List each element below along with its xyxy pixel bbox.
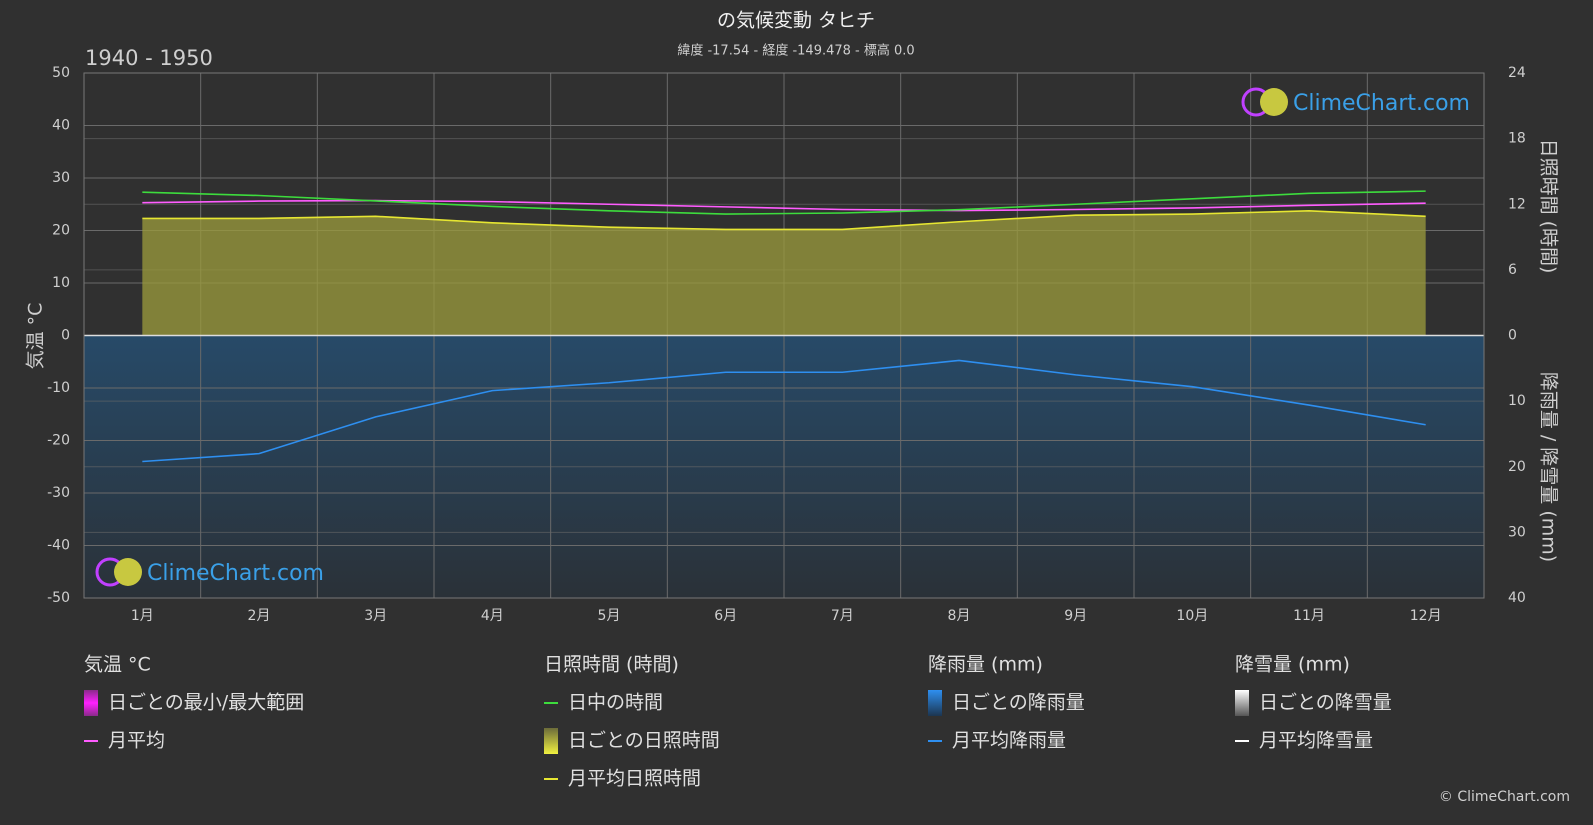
legend-label: 日ごとの降雪量 [1259,692,1392,714]
legend-swatch [928,690,942,716]
copyright: © ClimeChart.com [1439,789,1570,805]
y3-axis-label: 降雨量 / 降雪量 (mm) [1538,372,1560,562]
y-tick-label: -40 [47,538,70,554]
x-tick-label: 1月 [131,608,154,624]
y2-tick-label: 0 [1508,328,1517,344]
y3-tick-label: 20 [1508,459,1526,475]
series-line [142,210,1426,231]
y-axis-label: 気温 °C [25,303,47,370]
watermark-text: ClimeChart.com [1293,91,1470,116]
y-tick-label: 10 [52,275,70,291]
watermark: ClimeChart.com ClimeChart.com [95,87,1470,587]
legend-label: 日中の時間 [568,692,663,714]
legend-label: 月平均日照時間 [568,768,701,790]
y-tick-label: 50 [52,65,70,81]
y-tick-label: 30 [52,170,70,186]
legend-swatch [84,690,98,716]
x-tick-label: 6月 [714,608,737,624]
x-tick-label: 4月 [481,608,504,624]
y-tick-label: -50 [47,590,70,606]
x-tick-label: 11月 [1293,608,1325,624]
logo-sun [1260,88,1288,116]
y-tick-label: 20 [52,223,70,239]
legend: 気温 °C 日ごとの最小/最大範囲 月平均 日照時間 (時間) 日中の時間 日ご… [84,654,1392,790]
x-tick-label: 5月 [598,608,621,624]
x-tick-label: 3月 [364,608,387,624]
series-line [142,359,1426,463]
x-tick-label: 9月 [1064,608,1087,624]
legend-label: 月平均降雨量 [952,730,1066,752]
y-tick-label: 0 [61,328,70,344]
plot-frame [83,72,1485,599]
y-tick-label: 40 [52,118,70,134]
y3-tick-label: 30 [1508,524,1526,540]
x-tick-label: 12月 [1410,608,1442,624]
y2-tick-label: 24 [1508,65,1526,81]
legend-title: 日照時間 (時間) [544,654,679,676]
legend-swatch [544,728,558,754]
legend-label: 日ごとの最小/最大範囲 [108,692,304,714]
chart-subtitle: 緯度 -17.54 - 経度 -149.478 - 標高 0.0 [677,43,914,59]
x-tick-label: 10月 [1176,608,1208,624]
period: 1940 - 1950 [85,46,213,70]
legend-title: 降雨量 (mm) [928,654,1043,676]
x-tick-label: 8月 [948,608,971,624]
logo-sun [114,558,142,586]
x-tick-label: 2月 [248,608,271,624]
plot: 1月 2月 3月 4月 5月 6月 7月 8月 9月 10月 11月 12月 50 40 30 20 10 0 -1… [47,65,1526,624]
chart-title: の気候変動 タヒチ [717,10,875,32]
legend-title: 気温 °C [84,654,151,676]
x-tick-label: 7月 [831,608,854,624]
watermark-text: ClimeChart.com [147,561,324,586]
legend-label: 月平均 [108,730,165,752]
y-tick-label: -10 [47,380,70,396]
y2-axis-label: 日照時間 (時間) [1538,139,1560,274]
sunshine-area [142,210,1426,336]
series-line [142,190,1426,215]
y-tick-label: -30 [47,485,70,501]
y3-tick-label: 10 [1508,393,1526,409]
y2-tick-label: 18 [1508,131,1526,147]
legend-label: 月平均降雪量 [1259,730,1373,752]
y2-tick-label: 6 [1508,262,1517,278]
legend-title: 降雪量 (mm) [1235,654,1350,676]
y3-tick-label: 40 [1508,590,1526,606]
legend-label: 日ごとの降雨量 [952,692,1085,714]
legend-swatch [1235,690,1249,716]
y2-tick-label: 12 [1508,196,1526,212]
y-tick-label: -20 [47,433,70,449]
legend-label: 日ごとの日照時間 [568,730,720,752]
